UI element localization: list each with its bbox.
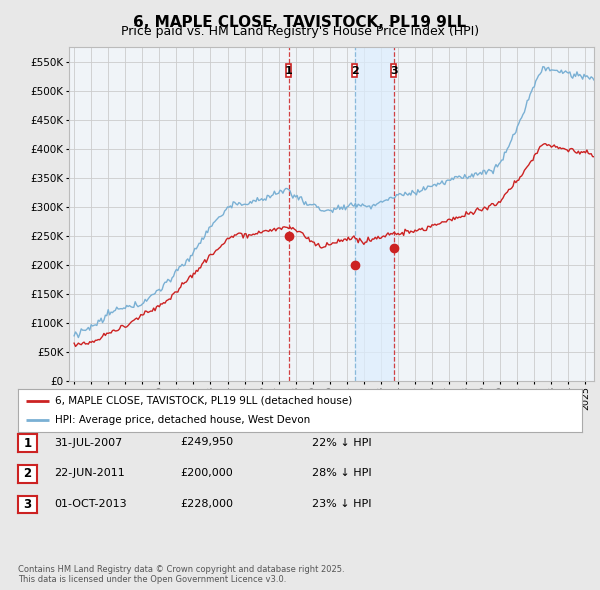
Text: 3: 3 [390,65,398,76]
Text: 1: 1 [285,65,292,76]
Text: Price paid vs. HM Land Registry's House Price Index (HPI): Price paid vs. HM Land Registry's House … [121,25,479,38]
Text: 1: 1 [23,437,32,450]
Text: £228,000: £228,000 [180,499,233,509]
Text: 2: 2 [351,65,359,76]
Text: £249,950: £249,950 [180,438,233,447]
FancyBboxPatch shape [391,64,396,77]
Text: Contains HM Land Registry data © Crown copyright and database right 2025.
This d: Contains HM Land Registry data © Crown c… [18,565,344,584]
Bar [355,47,394,381]
Text: 22% ↓ HPI: 22% ↓ HPI [312,438,371,447]
FancyBboxPatch shape [286,64,291,77]
Text: 6, MAPLE CLOSE, TAVISTOCK, PL19 9LL (detached house): 6, MAPLE CLOSE, TAVISTOCK, PL19 9LL (det… [55,396,352,406]
Text: £200,000: £200,000 [180,468,233,478]
Text: HPI: Average price, detached house, West Devon: HPI: Average price, detached house, West… [55,415,310,425]
Text: 23% ↓ HPI: 23% ↓ HPI [312,499,371,509]
Text: 28% ↓ HPI: 28% ↓ HPI [312,468,371,478]
Text: 3: 3 [23,498,32,511]
FancyBboxPatch shape [352,64,357,77]
Text: 2: 2 [23,467,32,480]
Text: 31-JUL-2007: 31-JUL-2007 [54,438,122,447]
Text: 6, MAPLE CLOSE, TAVISTOCK, PL19 9LL: 6, MAPLE CLOSE, TAVISTOCK, PL19 9LL [133,15,467,30]
Text: 01-OCT-2013: 01-OCT-2013 [54,499,127,509]
Text: 22-JUN-2011: 22-JUN-2011 [54,468,125,478]
